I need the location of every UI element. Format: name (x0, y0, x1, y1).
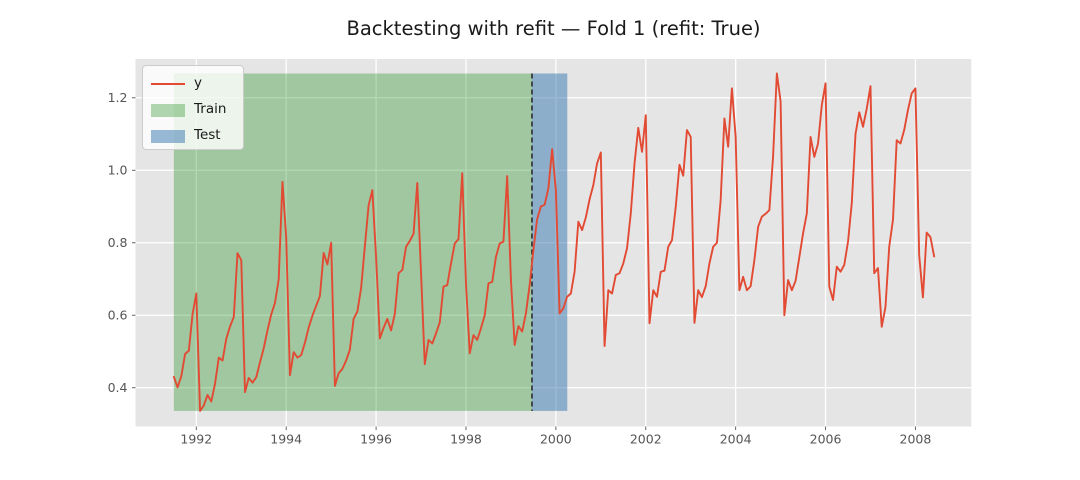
y-axis-tick-label: 0.4 (108, 380, 128, 395)
legend-label-test: Test (194, 127, 221, 144)
x-axis-tick-label: 1998 (450, 432, 482, 447)
legend-item-test: Test (151, 123, 243, 149)
x-axis-tick-label: 2002 (630, 432, 662, 447)
x-axis-tick-label: 2008 (900, 432, 932, 447)
x-axis-tick-label: 1994 (270, 432, 302, 447)
blue-patch-swatch (151, 129, 185, 143)
x-axis-tick-label: 1992 (180, 432, 212, 447)
legend: y Train Test (142, 65, 244, 150)
legend-item-train: Train (151, 97, 243, 123)
legend-item-y: y (151, 71, 243, 97)
green-patch-swatch (151, 103, 185, 117)
legend-label-y: y (194, 75, 202, 92)
y-axis-tick-label: 1.2 (108, 90, 128, 105)
red-line-swatch (151, 83, 185, 85)
y-axis-tick-label: 0.8 (108, 235, 128, 250)
legend-label-train: Train (194, 101, 227, 118)
x-axis-tick-label: 2006 (810, 432, 842, 447)
series-line-y (172, 72, 936, 412)
x-axis-tick-label: 1996 (360, 432, 392, 447)
y-axis-tick-label: 1.0 (108, 163, 128, 178)
test-region (531, 73, 568, 411)
chart-title: Backtesting with refit — Fold 1 (refit: … (346, 17, 761, 40)
x-axis-tick-label: 2004 (720, 432, 752, 447)
x-axis-tick-label: 2000 (540, 432, 572, 447)
y-axis-tick-label: 0.6 (108, 308, 128, 323)
